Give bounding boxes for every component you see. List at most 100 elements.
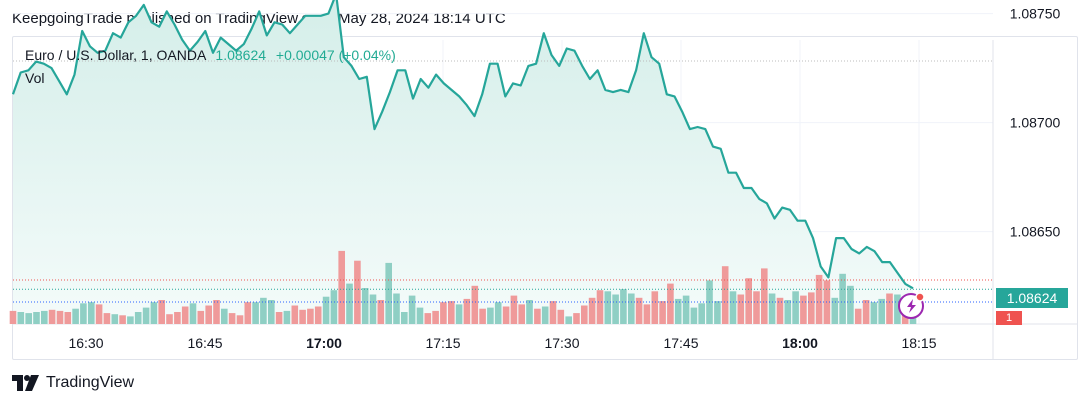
- x-axis-ticks: 16:30 16:45 17:00 17:15 17:30 17:45 18:00 18:15: [68, 335, 936, 351]
- x-tick-label: 17:15: [425, 335, 460, 351]
- volume-bar: [854, 308, 862, 324]
- x-tick-label: 18:00: [782, 335, 818, 351]
- volume-bar: [393, 293, 400, 324]
- y-tick-label: 1.08750: [1010, 6, 1061, 22]
- volume-bar: [674, 298, 682, 324]
- volume-bar: [174, 312, 181, 324]
- tradingview-brand[interactable]: TradingView: [12, 374, 134, 392]
- volume-bar: [745, 278, 752, 324]
- x-tick-label: 18:15: [901, 335, 936, 351]
- volume-bar: [753, 291, 760, 324]
- price-line: [11, 0, 914, 290]
- volume-bar: [878, 298, 885, 324]
- volume-bar: [714, 301, 721, 324]
- volume-bar: [862, 300, 870, 324]
- volume-bar: [432, 310, 439, 324]
- volume-bar: [643, 304, 651, 324]
- volume-label[interactable]: Vol: [25, 70, 45, 86]
- volume-bar: [17, 312, 25, 324]
- volume-bar: [88, 302, 95, 324]
- volume-bar: [205, 305, 212, 324]
- countdown-tag: 1: [996, 311, 1022, 325]
- volume-bar: [448, 301, 455, 324]
- price-change: +0.00047 (+0.04%): [275, 47, 396, 63]
- volume-bar: [463, 298, 471, 324]
- volume-bar: [103, 313, 111, 324]
- volume-bar: [236, 315, 244, 324]
- volume-bar: [111, 314, 119, 324]
- volume-bar: [847, 285, 854, 324]
- volume-bar: [314, 306, 322, 324]
- reference-lines: [13, 60, 993, 303]
- volume-bar: [181, 306, 189, 324]
- volume-bar: [776, 297, 784, 324]
- flash-icon[interactable]: [898, 292, 925, 319]
- x-tick-label: 17:30: [544, 335, 579, 351]
- volume-bar: [354, 260, 361, 324]
- volume-bar: [549, 301, 557, 324]
- volume-bar: [424, 313, 432, 324]
- volume-bar: [541, 306, 549, 324]
- volume-bar: [557, 309, 565, 324]
- volume-bar: [667, 283, 674, 324]
- volume-bar: [455, 304, 463, 324]
- volume-bar: [612, 294, 619, 324]
- volume-bar: [401, 312, 408, 324]
- volume-bar: [95, 304, 103, 324]
- x-tick-label: 17:45: [663, 335, 698, 351]
- volume-bar: [64, 312, 72, 324]
- volume-bar: [56, 310, 64, 324]
- volume-bar: [228, 313, 236, 324]
- current-price-tag: 1.08624: [996, 288, 1068, 308]
- symbol-legend[interactable]: Euro / U.S. Dollar, 1, OANDA 1.08624 +0.…: [25, 47, 396, 63]
- symbol-name: Euro / U.S. Dollar, 1, OANDA: [25, 47, 206, 63]
- volume-bar: [33, 312, 40, 324]
- volume-bar: [189, 303, 197, 324]
- volume-bar: [870, 302, 878, 324]
- volume-bar: [698, 303, 705, 324]
- volume-bar: [588, 297, 596, 324]
- volume-bar: [635, 297, 643, 324]
- volume-bar: [244, 302, 252, 324]
- volume-bar: [604, 291, 612, 324]
- x-tick-label: 17:00: [306, 335, 342, 351]
- volume-bar: [808, 292, 815, 324]
- volume-bar: [260, 297, 267, 324]
- volume-bar: [72, 308, 79, 324]
- volume-bar: [573, 313, 580, 324]
- y-tick-label: 1.08700: [1010, 115, 1061, 131]
- volume-bar: [737, 294, 745, 324]
- volume-bar: [385, 262, 392, 324]
- volume-bar: [213, 300, 220, 324]
- volume-bar: [651, 291, 659, 324]
- volume-bar: [80, 303, 87, 324]
- volume-bar: [800, 295, 807, 324]
- volume-bar: [534, 308, 541, 324]
- volume-bar: [408, 295, 416, 324]
- brand-name: TradingView: [46, 374, 135, 391]
- series-line: [11, 0, 914, 290]
- volume-bar: [682, 295, 690, 324]
- volume-bar: [894, 294, 901, 324]
- volume-bar: [166, 314, 173, 324]
- x-tick-label: 16:30: [68, 335, 103, 351]
- volume-bar: [886, 293, 893, 324]
- volume-bar: [565, 316, 572, 324]
- tradingview-logo-icon: [12, 375, 39, 391]
- volume-bar: [283, 310, 291, 324]
- volume-bar: [768, 293, 776, 324]
- volume-bar: [275, 312, 283, 324]
- volume-bar: [815, 274, 823, 324]
- volume-bar: [690, 307, 698, 324]
- volume-bar: [596, 290, 604, 324]
- volume-bar: [299, 309, 306, 324]
- volume-bar: [471, 285, 479, 324]
- volume-bar: [377, 300, 385, 324]
- volume-bar: [440, 302, 447, 324]
- volume-bar: [581, 305, 588, 324]
- volume-bar: [510, 295, 518, 324]
- volume-bar: [150, 302, 158, 324]
- volume-bar: [41, 310, 48, 324]
- y-axis-ticks: 1.08750 1.08700 1.08650: [1010, 6, 1061, 240]
